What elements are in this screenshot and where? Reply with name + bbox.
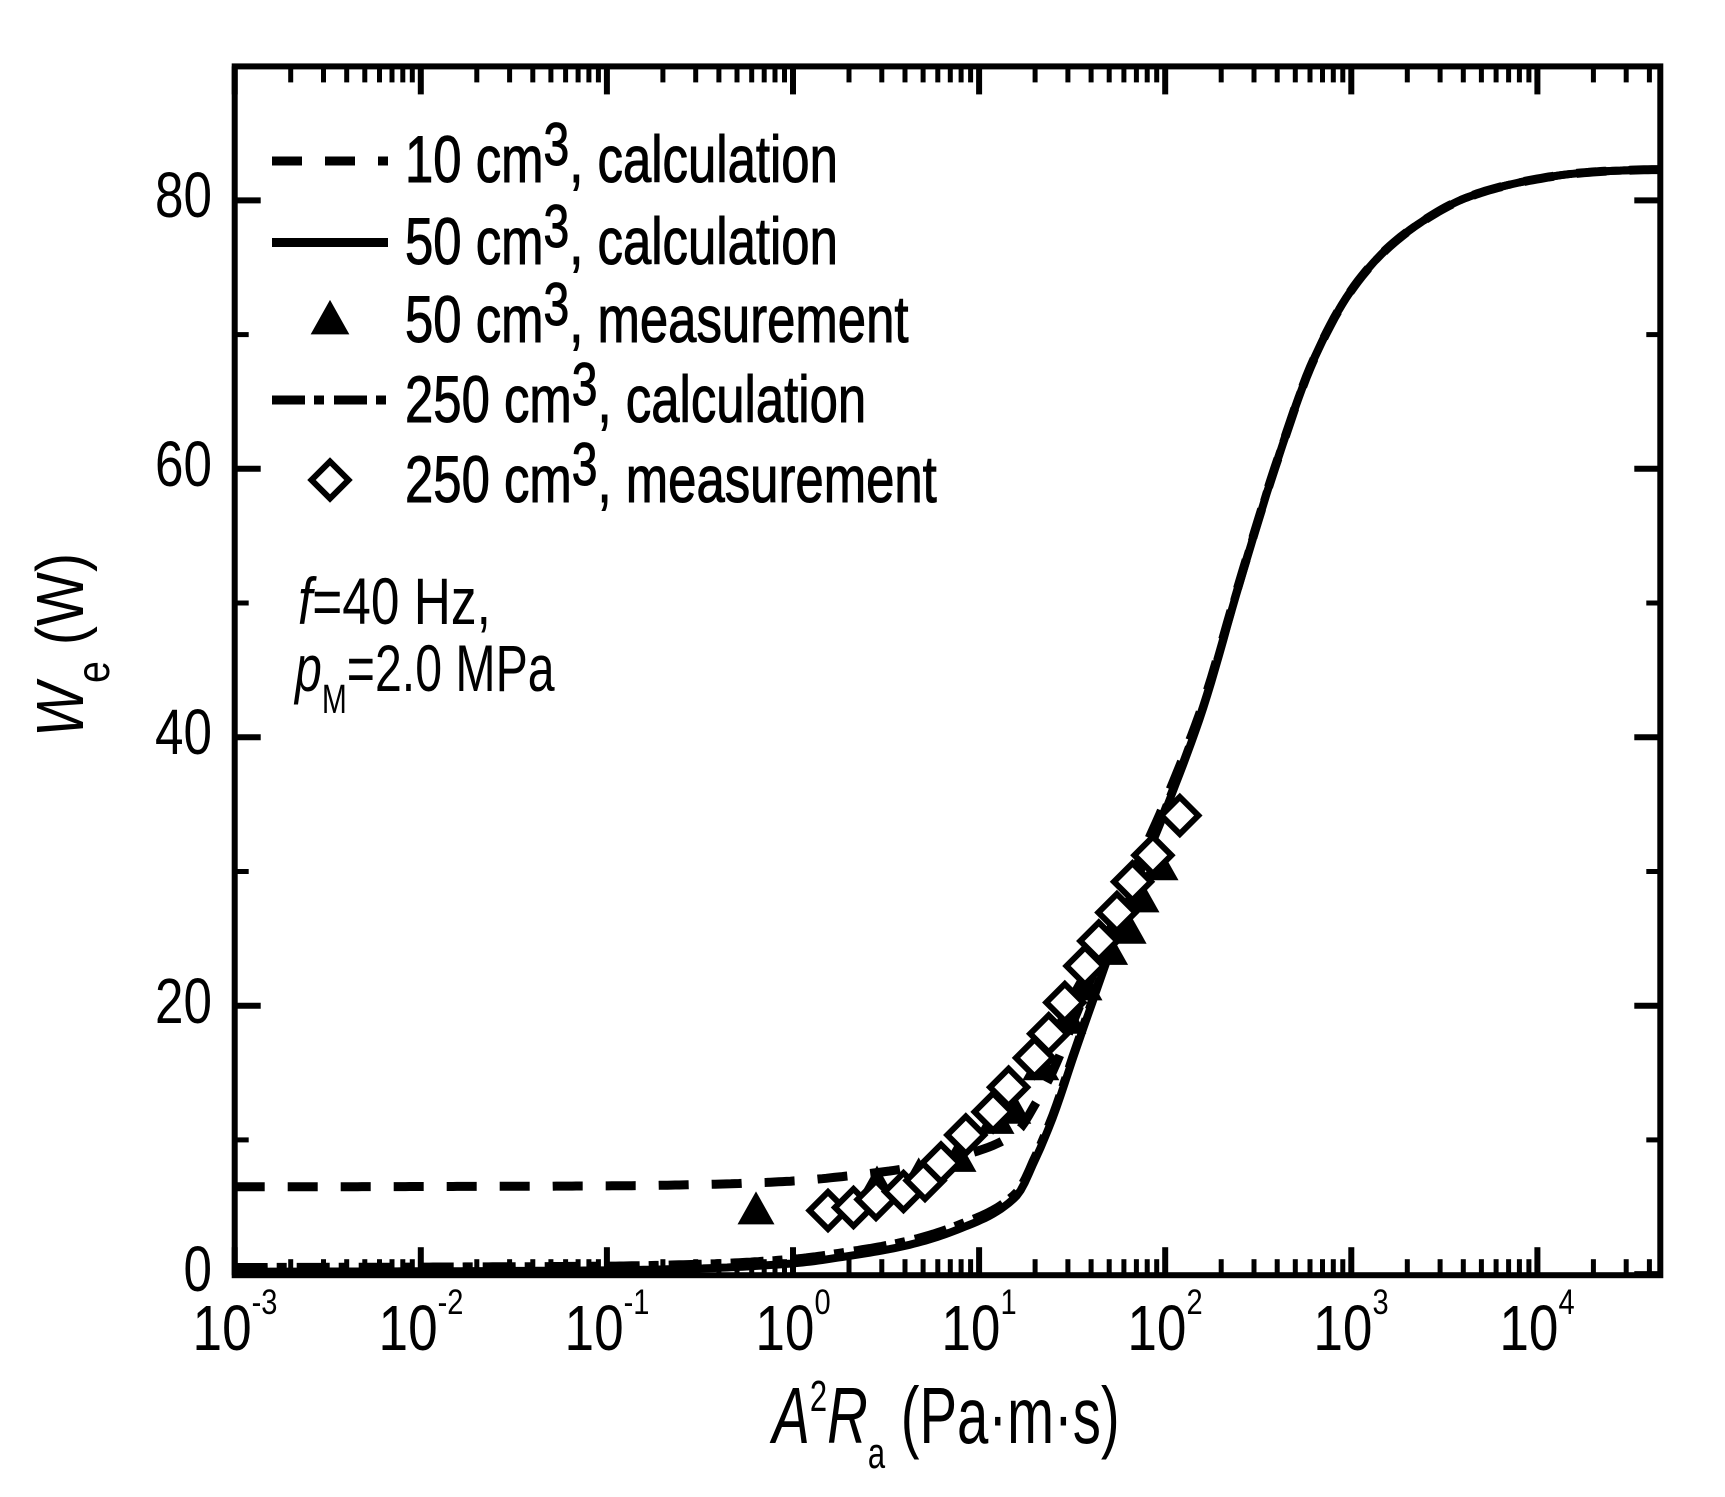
svg-text:0: 0 — [184, 1235, 212, 1306]
svg-text:250 cm3, measurement: 250 cm3, measurement — [405, 432, 937, 516]
svg-text:20: 20 — [155, 967, 212, 1038]
svg-text:50 cm3, calculation: 50 cm3, calculation — [405, 194, 838, 278]
svg-text:We (W): We (W) — [24, 553, 120, 737]
svg-text:pM=2.0 MPa: pM=2.0 MPa — [293, 633, 555, 722]
svg-text:250 cm3, calculation: 250 cm3, calculation — [405, 352, 866, 436]
svg-text:60: 60 — [155, 430, 212, 501]
svg-text:40: 40 — [155, 698, 212, 769]
svg-text:A2Ra (Pa·m·s): A2Ra (Pa·m·s) — [769, 1370, 1120, 1478]
svg-text:f=40 Hz,: f=40 Hz, — [298, 564, 491, 639]
svg-text:80: 80 — [155, 161, 212, 232]
svg-text:10 cm3, calculation: 10 cm3, calculation — [405, 112, 838, 196]
svg-text:50 cm3, measurement: 50 cm3, measurement — [405, 272, 909, 356]
